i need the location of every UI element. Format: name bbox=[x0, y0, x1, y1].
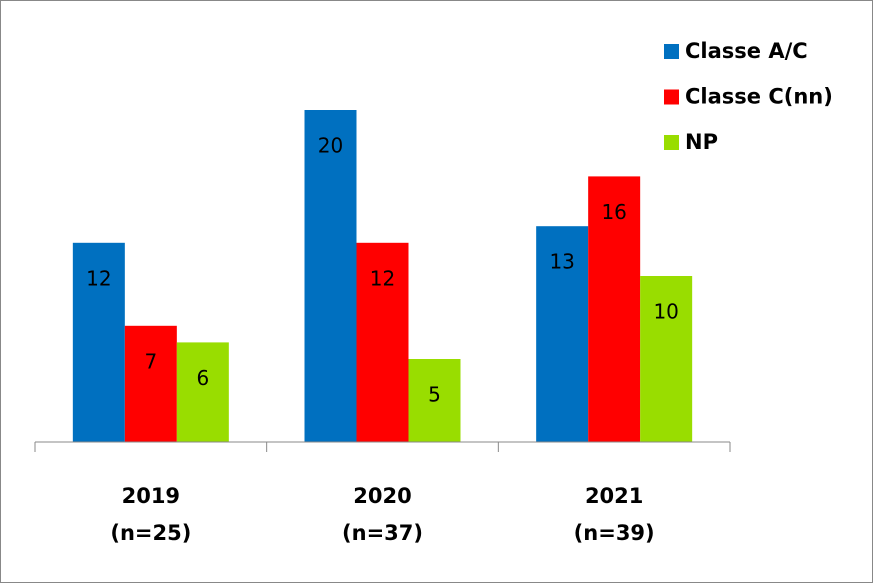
x-tick-label: 2020 bbox=[353, 484, 411, 508]
x-tick-sublabel: (n=37) bbox=[342, 521, 423, 545]
bar bbox=[176, 342, 229, 442]
data-label: 10 bbox=[653, 300, 678, 324]
bar bbox=[588, 176, 641, 442]
data-label: 12 bbox=[86, 266, 111, 290]
bar bbox=[640, 276, 693, 442]
legend-swatch bbox=[664, 135, 679, 150]
data-label: 12 bbox=[370, 266, 395, 290]
data-label: 6 bbox=[196, 366, 209, 390]
legend-label: Classe A/C bbox=[685, 39, 808, 63]
bar bbox=[124, 325, 177, 442]
data-label: 20 bbox=[318, 134, 343, 158]
x-tick-sublabel: (n=25) bbox=[110, 521, 191, 545]
bar bbox=[72, 242, 125, 442]
bar bbox=[408, 359, 461, 442]
data-label: 5 bbox=[428, 383, 441, 407]
x-tick-label: 2021 bbox=[585, 484, 643, 508]
data-label: 13 bbox=[549, 250, 574, 274]
legend-label: NP bbox=[685, 130, 718, 154]
legend-swatch bbox=[664, 44, 679, 59]
x-tick-sublabel: (n=39) bbox=[574, 521, 655, 545]
legend-swatch bbox=[664, 89, 679, 105]
legend-label: Classe C(nn) bbox=[685, 85, 833, 109]
x-tick-label: 2019 bbox=[122, 484, 180, 508]
bar bbox=[356, 242, 409, 442]
data-label: 7 bbox=[144, 349, 157, 373]
bar bbox=[536, 226, 589, 442]
bar bbox=[304, 110, 357, 442]
data-label: 16 bbox=[601, 200, 626, 224]
